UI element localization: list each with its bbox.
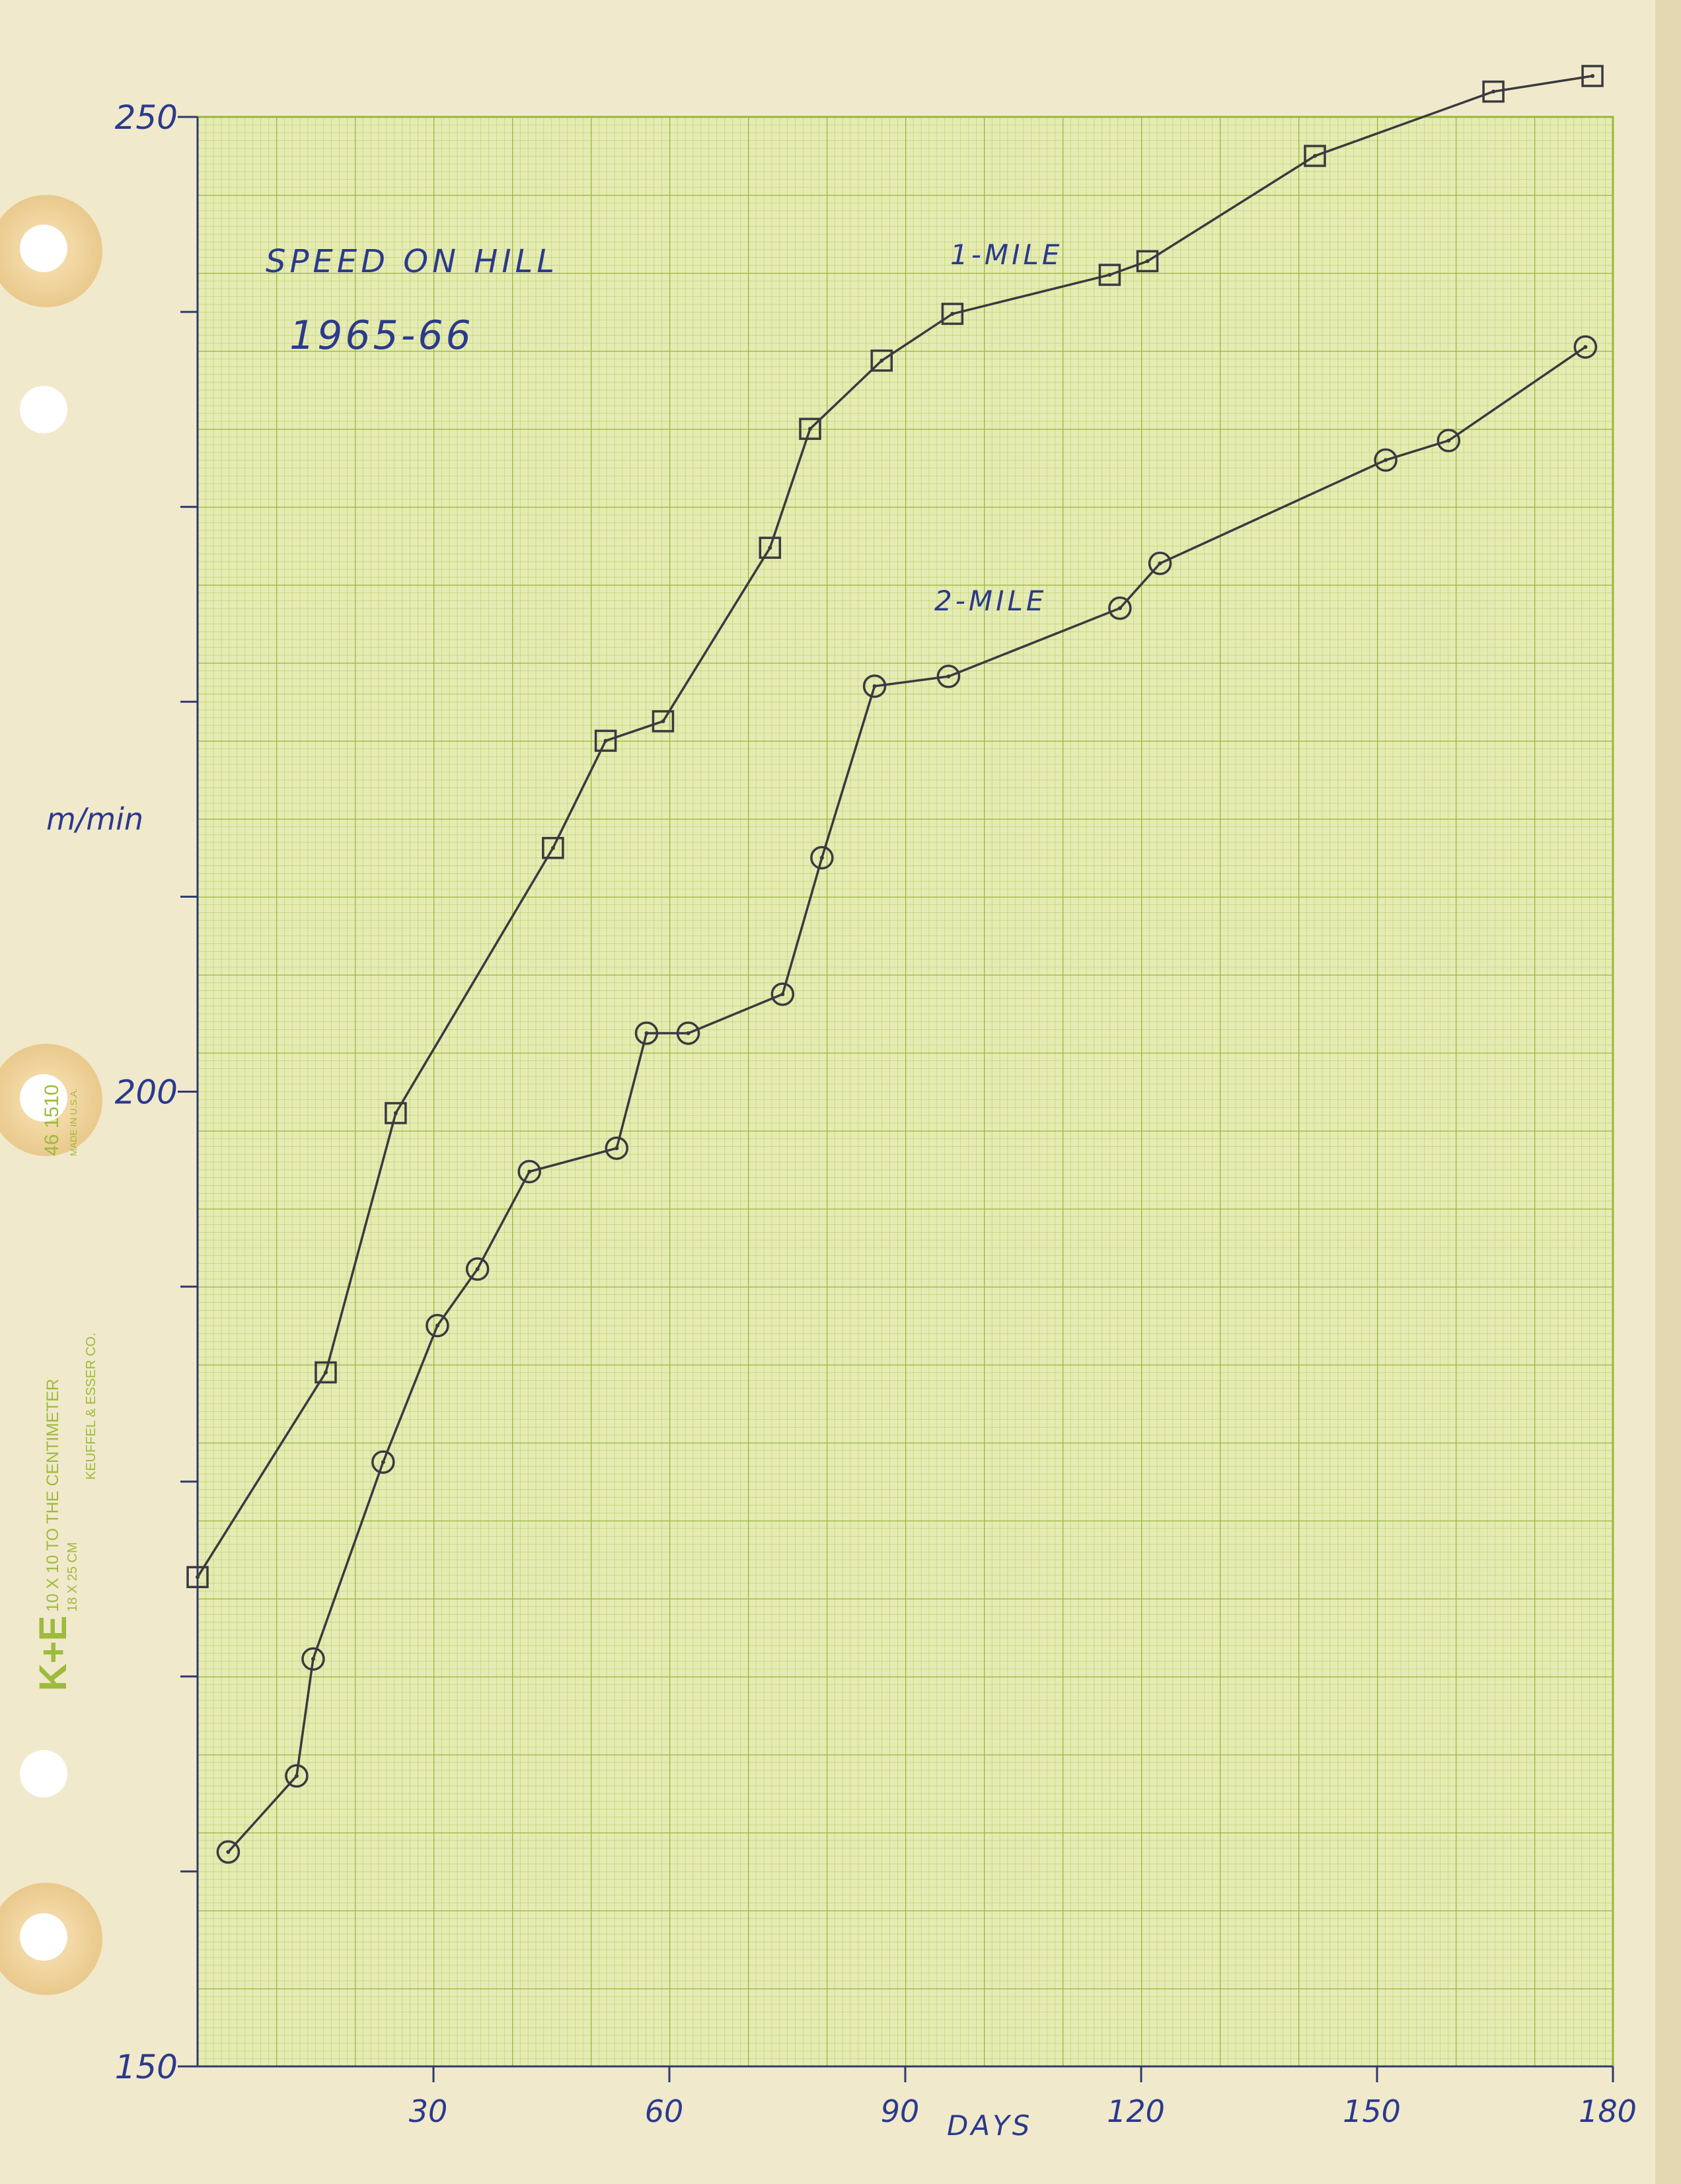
marker-dot <box>393 1110 398 1115</box>
square-marker <box>1581 65 1604 87</box>
marker-dot <box>603 739 608 743</box>
origin: MADE IN U.S.A. <box>68 1088 79 1156</box>
marker-dot <box>819 855 824 860</box>
circle-marker <box>1148 552 1172 575</box>
number: 46 1510 <box>41 1085 63 1156</box>
marker-dot <box>879 358 884 363</box>
marker-dot <box>1117 606 1122 610</box>
ruling: 10 X 10 TO THE CENTIMETER <box>44 1379 62 1612</box>
square-marker <box>186 1566 209 1589</box>
paper-imprint: K+E 10 X 10 TO THE CENTIMETER 18 X 25 CM… <box>32 1085 98 1691</box>
square-marker <box>759 536 782 559</box>
marker-dot <box>1107 273 1112 277</box>
square-marker <box>941 303 964 325</box>
marker-dot <box>435 1323 439 1328</box>
square-marker <box>542 836 564 859</box>
square-marker <box>1098 264 1121 286</box>
marker-dot <box>644 1031 649 1035</box>
circle-marker <box>605 1136 629 1160</box>
circle-marker <box>301 1647 325 1671</box>
marker-dot <box>226 1850 231 1854</box>
square-marker <box>870 349 893 372</box>
x-axis-label: DAYS <box>947 2109 1032 2142</box>
square-marker <box>315 1361 337 1384</box>
circle-marker <box>634 1021 659 1045</box>
circle-marker <box>1374 448 1398 472</box>
marker-dot <box>1384 458 1388 462</box>
y-axis-label: m/min <box>46 801 143 837</box>
circle-marker <box>216 1840 241 1864</box>
series-label: 2-MILE <box>934 585 1047 617</box>
marker-dot <box>323 1370 328 1375</box>
square-marker <box>1482 80 1505 103</box>
marker-dot <box>1312 154 1317 159</box>
graph-major-grid <box>198 117 1613 2066</box>
marker-dot <box>311 1657 315 1661</box>
marker-dot <box>1446 438 1451 443</box>
circle-marker <box>1573 335 1598 359</box>
circle-marker <box>676 1021 700 1045</box>
circle-marker <box>810 846 834 870</box>
circle-marker <box>465 1257 490 1281</box>
x-tick-label: 150 <box>1343 2093 1401 2129</box>
y-tick-label: 200 <box>115 1074 178 1112</box>
square-marker <box>594 729 617 752</box>
marker-dot <box>950 312 955 316</box>
marker-dot <box>808 427 813 431</box>
y-tick-label: 250 <box>115 98 178 137</box>
marker-dot <box>550 846 555 850</box>
series-label: 1-MILE <box>950 238 1063 271</box>
chart-title: SPEED ON HILL <box>266 243 558 280</box>
marker-dot <box>381 1460 385 1465</box>
logo: K+E <box>32 1616 75 1691</box>
x-tick-label: 90 <box>881 2093 920 2129</box>
square-marker <box>1304 145 1326 167</box>
circle-marker <box>426 1313 449 1338</box>
punch-holes <box>0 195 102 1995</box>
y-tick-label: 150 <box>115 2048 178 2086</box>
square-marker <box>385 1102 407 1124</box>
marker-dot <box>1491 89 1496 94</box>
chart-subtitle: 1965-66 <box>289 312 474 359</box>
square-marker <box>799 418 821 440</box>
marker-dot <box>946 674 951 678</box>
x-tick-label: 30 <box>409 2093 448 2129</box>
marker-dot <box>196 1575 200 1580</box>
square-marker <box>1136 250 1159 273</box>
maker: KEUFFEL & ESSER CO. <box>84 1332 98 1480</box>
marker-dot <box>686 1031 691 1035</box>
circle-marker <box>1108 596 1132 620</box>
circle-marker <box>1437 429 1461 453</box>
marker-dot <box>615 1146 619 1151</box>
circle-marker <box>371 1450 395 1474</box>
marker-dot <box>294 1774 299 1778</box>
circle-marker <box>936 665 961 688</box>
square-marker <box>652 710 675 733</box>
marker-dot <box>1145 259 1150 264</box>
marker-dot <box>475 1267 480 1272</box>
x-tick-label: 60 <box>645 2093 684 2129</box>
size: 18 X 25 CM <box>65 1542 80 1612</box>
marker-dot <box>768 546 772 550</box>
x-tick-label: 120 <box>1107 2093 1165 2129</box>
circle-marker <box>517 1159 541 1184</box>
marker-dot <box>661 719 665 723</box>
marker-dot <box>1590 74 1595 79</box>
marker-dot <box>1158 561 1162 565</box>
x-tick-label: 180 <box>1579 2093 1637 2129</box>
circle-marker <box>285 1764 309 1788</box>
circle-marker <box>862 674 887 698</box>
marker-dot <box>1583 345 1588 349</box>
marker-dot <box>527 1169 532 1174</box>
marker-dot <box>872 684 877 688</box>
circle-marker <box>770 982 795 1006</box>
paper-edge <box>1655 0 1681 2184</box>
marker-dot <box>780 992 785 996</box>
